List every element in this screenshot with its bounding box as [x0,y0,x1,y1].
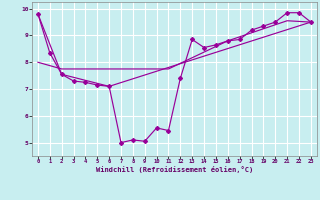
X-axis label: Windchill (Refroidissement éolien,°C): Windchill (Refroidissement éolien,°C) [96,166,253,173]
